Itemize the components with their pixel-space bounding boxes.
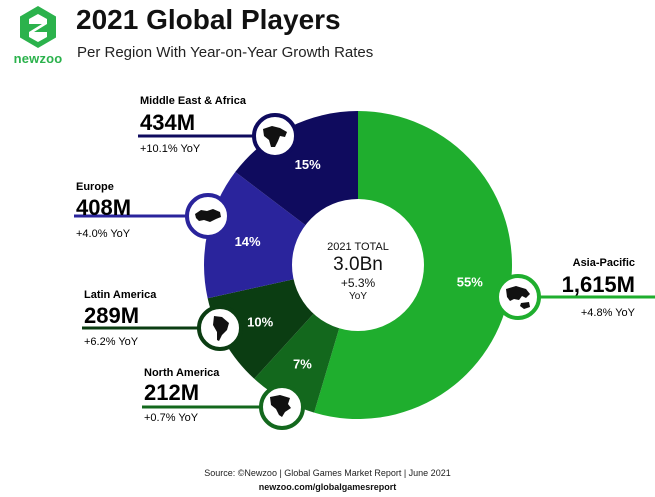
latin-america-map-icon [213, 316, 229, 341]
page-subtitle: Per Region With Year-on-Year Growth Rate… [77, 44, 374, 61]
region-growth-asia-pacific: +4.8% YoY [581, 307, 636, 319]
region-name-north-america: North America [144, 367, 220, 379]
asia-pacific-map-icon [506, 286, 530, 309]
middle-east-africa-map-icon [263, 126, 287, 147]
slice-label-middle-east-and-africa: 15% [295, 157, 321, 172]
region-value-europe: 408M [76, 195, 131, 220]
callout-europe: Europe 408M +4.0% YoY [74, 181, 231, 240]
center-total-growth: +5.3% [341, 276, 376, 290]
newzoo-logo: newzoo [8, 6, 68, 72]
source-url: newzoo.com/globalgamesreport [258, 482, 397, 492]
center-total-growth-unit: YoY [349, 291, 367, 302]
region-value-latin-america: 289M [84, 303, 139, 328]
callout-middle-east-and-africa: Middle East & Africa 434M +10.1% YoY [138, 95, 298, 159]
slice-label-north-america: 7% [293, 356, 312, 371]
region-value-middle-east-and-africa: 434M [140, 110, 195, 135]
region-growth-europe: +4.0% YoY [76, 228, 131, 240]
region-growth-latin-america: +6.2% YoY [84, 336, 139, 348]
page-title: 2021 Global Players [76, 4, 341, 35]
region-growth-north-america: +0.7% YoY [144, 412, 199, 424]
region-callouts: Asia-Pacific 1,615M +4.8% YoY North America… [74, 95, 655, 430]
europe-map-icon [195, 209, 221, 222]
callout-asia-pacific: Asia-Pacific 1,615M +4.8% YoY [495, 257, 655, 320]
region-value-north-america: 212M [144, 380, 199, 405]
center-total-value: 3.0Bn [333, 254, 383, 275]
slice-labels: 55% 7% 10% 14% 15% [235, 157, 484, 372]
region-name-middle-east-and-africa: Middle East & Africa [140, 95, 247, 107]
slice-label-latin-america: 10% [247, 315, 273, 330]
north-america-map-icon [270, 395, 291, 417]
region-growth-middle-east-and-africa: +10.1% YoY [140, 143, 201, 155]
callout-latin-america: Latin America 289M +6.2% YoY [82, 289, 243, 351]
region-name-europe: Europe [76, 181, 114, 193]
newzoo-logo-icon [20, 6, 56, 48]
slice-label-europe: 14% [235, 234, 261, 249]
region-name-latin-america: Latin America [84, 289, 157, 301]
region-value-asia-pacific: 1,615M [562, 272, 635, 297]
slice-label-asia-pacific: 55% [457, 274, 483, 289]
source-note: Source: ©Newzoo | Global Games Market Re… [204, 468, 451, 478]
center-total-label: 2021 TOTAL [327, 241, 389, 253]
region-name-asia-pacific: Asia-Pacific [573, 257, 635, 269]
logo-wordmark: newzoo [13, 51, 63, 66]
donut-center-hole [292, 199, 424, 331]
